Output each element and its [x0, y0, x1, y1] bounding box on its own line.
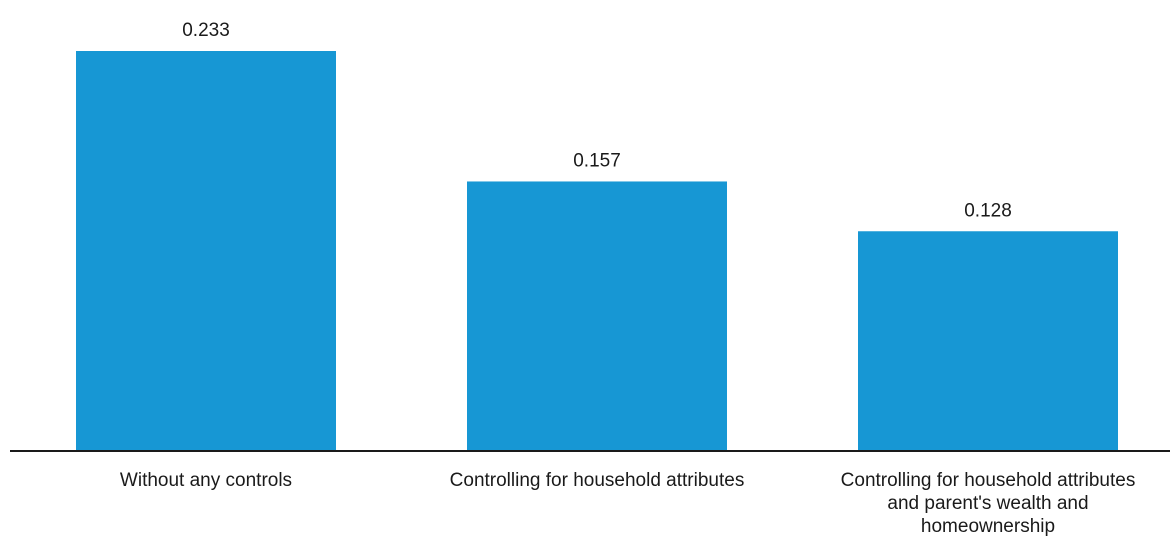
tick-label-group: Without any controls Controlling for hous… — [120, 470, 1135, 537]
bar-3 — [858, 231, 1118, 451]
data-label-1: 0.233 — [182, 20, 230, 41]
x-tick-label-1: Without any controls — [120, 470, 292, 491]
value-label-group: 0.233 0.157 0.128 — [182, 20, 1012, 221]
data-label-3: 0.128 — [964, 200, 1012, 221]
x-tick-label-line: and parent's wealth and — [887, 493, 1088, 514]
x-tick-label-line: Controlling for household attributes — [841, 470, 1136, 491]
bar-1 — [76, 51, 336, 451]
bar-group — [76, 51, 1118, 451]
x-tick-label-line: Without any controls — [120, 470, 292, 491]
x-tick-label-3: Controlling for household attributes and … — [841, 470, 1136, 537]
data-label-2: 0.157 — [573, 150, 621, 171]
x-tick-label-2: Controlling for household attributes — [450, 470, 745, 491]
x-tick-label-line: Controlling for household attributes — [450, 470, 745, 491]
x-tick-label-line: homeownership — [921, 516, 1055, 537]
bar-2 — [467, 181, 727, 451]
